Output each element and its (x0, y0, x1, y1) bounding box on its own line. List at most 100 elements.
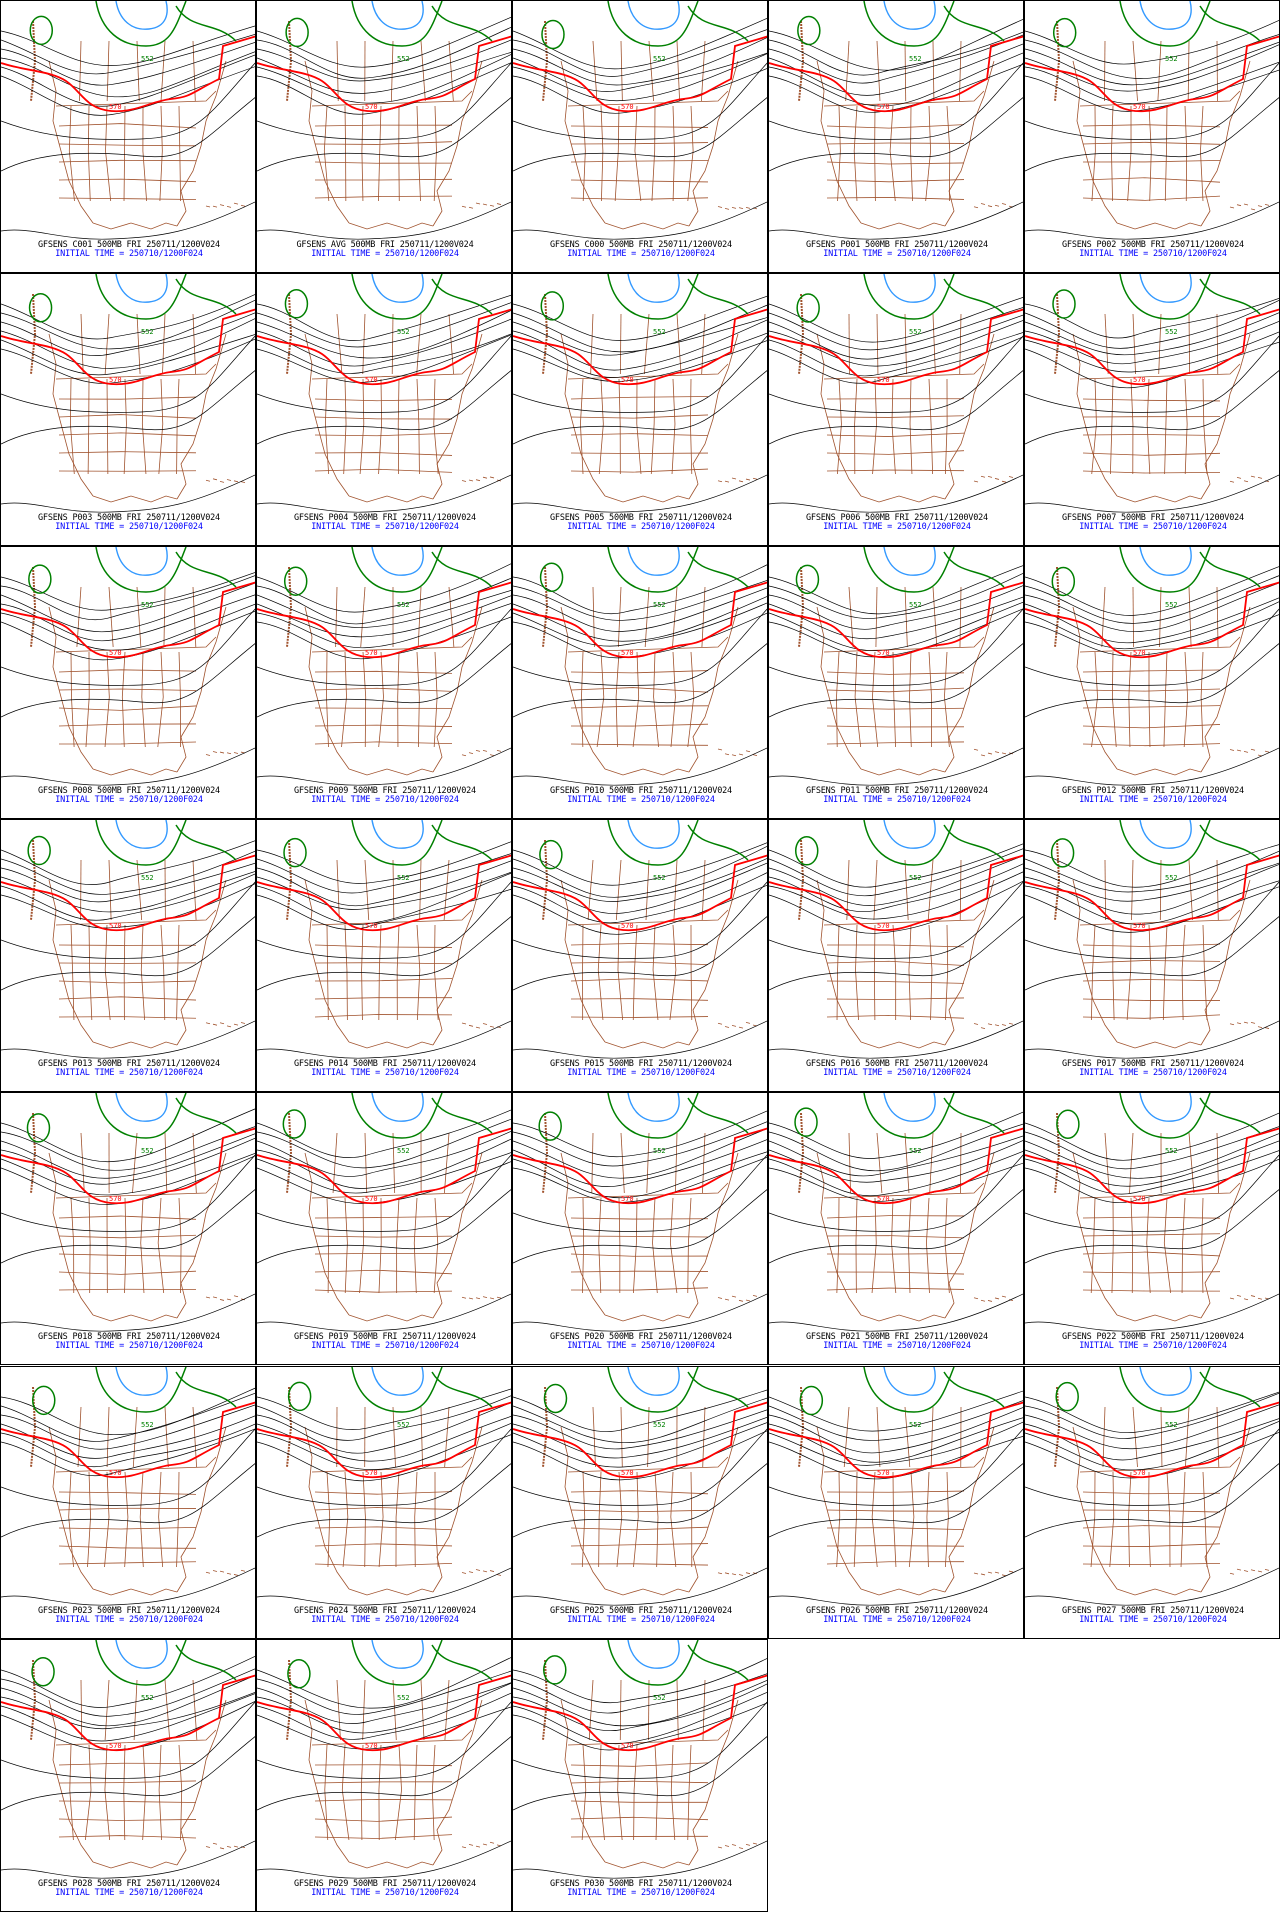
low-pressure-ring (796, 565, 818, 593)
caribbean-island (988, 1024, 992, 1025)
state-border (670, 925, 676, 1020)
caribbean-island (206, 1846, 210, 1847)
state-border (1083, 1234, 1220, 1236)
state-border (634, 1745, 637, 1840)
height-contour (769, 96, 1024, 171)
contour-552-line (176, 6, 236, 41)
contour-552-label: 552 (397, 601, 410, 609)
panel-caption-init-time: INITIAL TIME = 250710/1200F024 (257, 796, 512, 805)
caribbean-island (490, 1842, 494, 1843)
caribbean-island (476, 1569, 480, 1570)
low-pressure-ring (541, 563, 563, 591)
low-center-contour (372, 1093, 423, 1121)
map-borders (543, 1113, 757, 1321)
contour-552-label: 552 (141, 1147, 154, 1155)
height-contours (257, 16, 512, 239)
map-borders (1055, 1113, 1269, 1321)
caribbean-island (732, 1296, 736, 1297)
height-contour (513, 747, 768, 785)
state-border (315, 399, 452, 401)
height-contour (513, 333, 768, 378)
caribbean-island (1230, 1024, 1234, 1025)
height-contour (769, 572, 1024, 618)
province-border (593, 1407, 596, 1467)
caribbean-island (1237, 477, 1241, 478)
state-border (435, 1472, 438, 1567)
caribbean-island (1251, 1022, 1255, 1023)
state-border (1083, 689, 1220, 691)
caribbean-island (725, 208, 729, 209)
height-contour (1025, 864, 1280, 914)
panel-caption-init-time: INITIAL TIME = 250710/1200F024 (513, 796, 768, 805)
height-contour (1, 642, 256, 717)
state-border (571, 724, 708, 726)
panel-caption-init-time: INITIAL TIME = 250710/1200F024 (1025, 250, 1280, 259)
contour-570-label: 570 (1133, 1469, 1146, 1477)
state-border (1203, 379, 1207, 474)
height-contour (1025, 642, 1280, 717)
gulf-coastline (861, 769, 945, 775)
state-border (827, 1236, 964, 1238)
caribbean-island (497, 1297, 501, 1298)
low-pressure-ring (29, 565, 51, 593)
caribbean-island (1237, 1295, 1241, 1296)
state-border (571, 671, 708, 673)
low-center (1140, 274, 1191, 302)
map-borders (287, 840, 501, 1048)
state-border (837, 925, 839, 1020)
state-border (1083, 744, 1220, 746)
contour-552-line (1200, 6, 1260, 41)
low-pressure-ring (284, 839, 306, 867)
state-border (827, 726, 964, 727)
caribbean-island (462, 481, 466, 482)
low-center (372, 274, 423, 302)
province-border (337, 1680, 340, 1740)
contour-552 (1056, 1367, 1260, 1412)
east-coastline (945, 334, 994, 499)
contour-552-line (688, 825, 748, 860)
height-contour (257, 642, 512, 717)
contour-570 (1, 36, 256, 111)
province-border (877, 41, 880, 101)
panel-caption-init-time: INITIAL TIME = 250710/1200F024 (513, 250, 768, 259)
height-contours (1, 1387, 256, 1605)
contour-570-label: 570 (365, 649, 378, 657)
state-border (633, 1198, 637, 1293)
low-center-contour (884, 547, 935, 575)
panel-caption-init-time: INITIAL TIME = 250710/1200F024 (1, 1342, 256, 1351)
state-border (571, 1564, 708, 1565)
province-border (648, 1680, 649, 1740)
height-contour (257, 616, 512, 658)
height-contour (1, 312, 256, 356)
map-borders (287, 567, 501, 775)
height-contours (1025, 844, 1280, 1058)
gulf-coastline (93, 769, 177, 775)
contour-570-label: 570 (1133, 376, 1146, 384)
state-border (571, 1236, 708, 1237)
province-border (393, 1680, 396, 1740)
province-border (1188, 41, 1189, 101)
caribbean-island (220, 1023, 224, 1024)
height-contour (1025, 1391, 1280, 1432)
contour-552 (285, 274, 492, 319)
contour-552-label: 552 (397, 55, 410, 63)
caribbean-island (220, 205, 224, 206)
state-border (827, 162, 964, 164)
low-center (116, 1, 167, 29)
caribbean-island (241, 205, 245, 206)
contour-552-line (176, 825, 236, 860)
contour-552-line (688, 6, 748, 41)
east-coastline (689, 607, 738, 772)
contour-552-label: 552 (397, 1421, 410, 1429)
low-center-contour (1140, 1093, 1191, 1121)
state-border (827, 1491, 964, 1492)
state-border (1083, 961, 1220, 963)
state-border (571, 1218, 708, 1219)
